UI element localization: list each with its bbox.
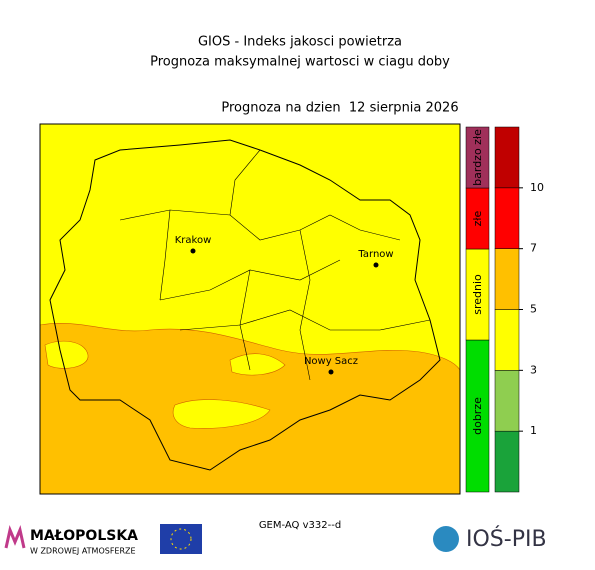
title: GIOS - Indeks jakosci powietrza [198,35,402,50]
map [39,123,461,495]
category-segment [465,126,490,189]
logo-left-sub: W ZDROWEJ ATMOSFERZE [30,547,136,556]
colorbar-segment [494,248,520,310]
city-dot [373,262,379,268]
city-label: Tarnow [357,249,393,260]
colorbar-tick-label: 7 [530,242,537,255]
colorbar-segment [494,126,520,189]
model-label: GEM-AQ v332--d [259,520,341,531]
category-label: złe [471,210,484,226]
city-dot [328,369,334,375]
colorbar-tick-label: 1 [530,424,537,437]
logo-left: MAŁOPOLSKA [30,528,138,544]
category-label: bardzo złe [471,129,484,186]
yellow-patch [229,353,286,376]
logo-right: IOŚ-PIB [466,526,547,552]
category-label: dobrze [471,397,484,435]
map-frame [39,123,461,495]
city-dot [190,248,196,254]
eu-stars [170,528,192,550]
colorbar-tick-label: 5 [530,303,537,316]
colorbar-tick-label: 10 [530,181,544,194]
yellow-patch [172,399,271,429]
footer: GEM-AQ v332--d MAŁOPOLSKA W ZDROWEJ ATMO… [4,520,547,556]
colorbar-segment [494,187,520,249]
colorbar-segment [494,309,520,371]
malopolska-icon [4,525,26,549]
colorbar-segment [494,430,520,493]
subtitle: Prognoza maksymalnej wartosci w ciagu do… [150,55,450,70]
category-label: srednio [471,274,484,315]
ios-icon [433,526,459,552]
city-label: Krakow [175,235,212,246]
colorbar-tick-label: 3 [530,363,537,376]
city-label: Nowy Sacz [304,356,358,367]
date-label: Prognoza na dzien 12 sierpnia 2026 [221,101,458,116]
district-borders [119,149,431,381]
yellow-patch [44,340,89,369]
colorbar-segment [494,370,520,432]
region-border [49,139,441,471]
